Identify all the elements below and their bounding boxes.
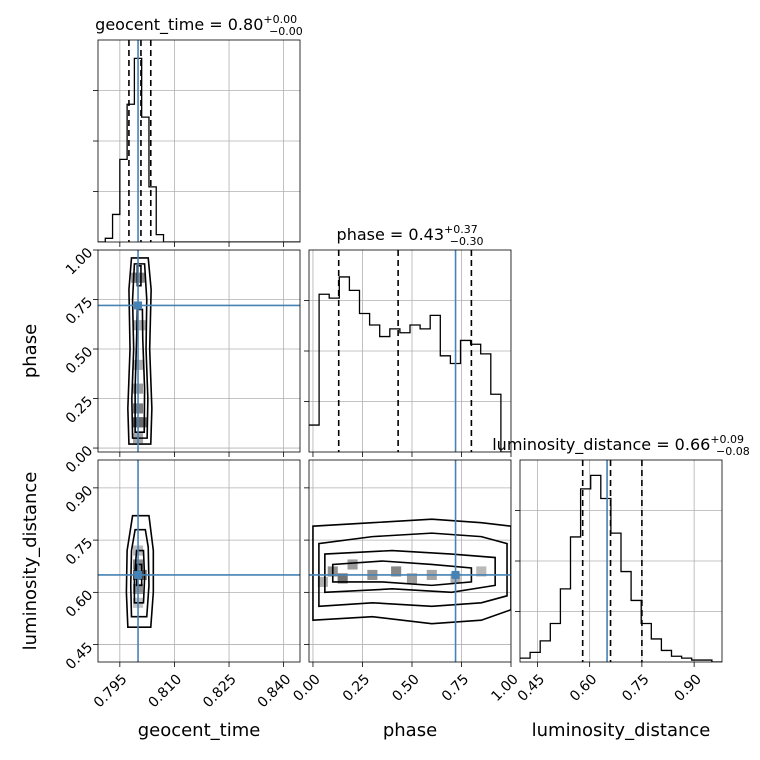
y-tick-label: 0.75 bbox=[63, 535, 96, 568]
density-cell bbox=[406, 573, 418, 584]
panel-frame bbox=[97, 249, 301, 453]
title-text: geocent_time = 0.80 bbox=[95, 15, 263, 35]
x-tick-label: 0.810 bbox=[146, 671, 186, 711]
x-tick-label: 0.825 bbox=[200, 671, 240, 711]
panel-plot-area bbox=[98, 40, 300, 242]
panel-geocent_time-vs-geocent_time: geocent_time = 0.80+0.00 −0.00 bbox=[93, 13, 303, 247]
panel-phase-vs-geocent_time: 0.00 0.25 0.50 0.75 1.00 phase bbox=[20, 245, 301, 476]
x-tick-label: 0.75 bbox=[439, 671, 472, 704]
contour-line bbox=[129, 528, 150, 618]
density-cell bbox=[476, 566, 487, 577]
title-lower-error: −0.08 bbox=[716, 445, 750, 458]
contour-line bbox=[134, 308, 146, 433]
density-cell bbox=[391, 566, 402, 577]
panel-frame bbox=[97, 39, 301, 243]
contour-line bbox=[331, 560, 473, 587]
contour-line bbox=[127, 257, 153, 445]
x-tick-label: 0.25 bbox=[340, 671, 373, 704]
contour-line bbox=[131, 263, 149, 439]
title-upper-error: +0.09 bbox=[710, 433, 744, 446]
y-tick-label: 0.45 bbox=[63, 640, 96, 673]
panel-plot-area bbox=[309, 250, 511, 452]
panel-luminosity_distance-vs-phase: 0.00 0.25 0.50 0.75 1.00 phase bbox=[290, 459, 522, 741]
x-tick-label: 0.50 bbox=[389, 671, 422, 704]
x-axis-label: geocent_time bbox=[138, 720, 261, 741]
y-axis-label: phase bbox=[20, 324, 41, 378]
panel-luminosity_distance-vs-luminosity_distance: luminosity_distance = 0.66+0.09 −0.08 0.45… bbox=[492, 433, 750, 741]
y-tick-label: 0.25 bbox=[63, 394, 96, 427]
truth-marker bbox=[134, 570, 143, 579]
title-upper-error: +0.37 bbox=[444, 223, 478, 236]
title-text: phase = 0.43 bbox=[337, 225, 444, 244]
histogram-phase bbox=[309, 276, 511, 452]
panel-phase-vs-phase: phase = 0.43+0.37 −0.30 bbox=[304, 223, 512, 457]
density-cell bbox=[337, 573, 348, 584]
marginal-title: luminosity_distance = 0.66+0.09 −0.08 bbox=[492, 433, 750, 458]
title-lower-error: −0.30 bbox=[450, 235, 484, 248]
title-lower-error: −0.00 bbox=[269, 25, 303, 38]
y-tick-label: 0.00 bbox=[63, 443, 96, 476]
x-axis-label: phase bbox=[383, 720, 437, 741]
x-tick-label: 0.00 bbox=[290, 671, 323, 704]
marginal-title: geocent_time = 0.80+0.00 −0.00 bbox=[95, 13, 303, 38]
title-text: luminosity_distance = 0.66 bbox=[492, 435, 710, 455]
contour-line bbox=[312, 518, 511, 625]
contour-line bbox=[125, 514, 155, 628]
x-tick-label: 0.840 bbox=[255, 671, 295, 711]
marginal-title: phase = 0.43+0.37 −0.30 bbox=[337, 223, 484, 248]
histogram-geocent_time bbox=[98, 57, 300, 242]
panel-plot-area bbox=[98, 460, 300, 662]
y-tick-label: 0.60 bbox=[63, 587, 96, 620]
y-tick-label: 1.00 bbox=[63, 245, 96, 278]
panel-plot-area bbox=[520, 460, 722, 662]
x-tick-label: 1.00 bbox=[488, 671, 521, 704]
x-axis-label: luminosity_distance bbox=[532, 720, 711, 741]
panel-luminosity_distance-vs-geocent_time: 0.795 0.810 0.825 0.840 geocent_time 0.45 0.60… bbox=[20, 459, 301, 741]
panel-plot-area bbox=[98, 250, 300, 452]
x-tick-label: 0.60 bbox=[567, 671, 600, 704]
density-cell bbox=[134, 272, 145, 283]
panel-frame bbox=[519, 459, 723, 663]
panel-frame bbox=[308, 459, 512, 663]
density-cell bbox=[317, 576, 328, 587]
title-upper-error: +0.00 bbox=[263, 13, 297, 26]
x-tick-label: 0.45 bbox=[515, 671, 548, 704]
density-cell bbox=[136, 417, 147, 428]
contour-line bbox=[324, 549, 496, 594]
x-tick-label: 0.75 bbox=[619, 671, 652, 704]
truth-marker bbox=[451, 570, 460, 579]
panel-plot-area bbox=[309, 460, 511, 662]
contour-line bbox=[318, 532, 508, 608]
density-cell bbox=[347, 559, 358, 570]
histogram-luminosity_distance bbox=[520, 474, 722, 662]
panel-frame bbox=[97, 459, 301, 663]
y-axis-label: luminosity_distance bbox=[20, 472, 41, 651]
x-tick-label: 0.795 bbox=[91, 671, 131, 711]
y-tick-label: 0.50 bbox=[63, 344, 96, 377]
y-tick-label: 0.90 bbox=[63, 483, 96, 516]
y-tick-label: 0.75 bbox=[63, 294, 96, 327]
truth-marker bbox=[134, 301, 143, 310]
x-tick-label: 0.90 bbox=[672, 671, 705, 704]
density-cell bbox=[136, 320, 147, 331]
panel-frame bbox=[308, 249, 512, 453]
